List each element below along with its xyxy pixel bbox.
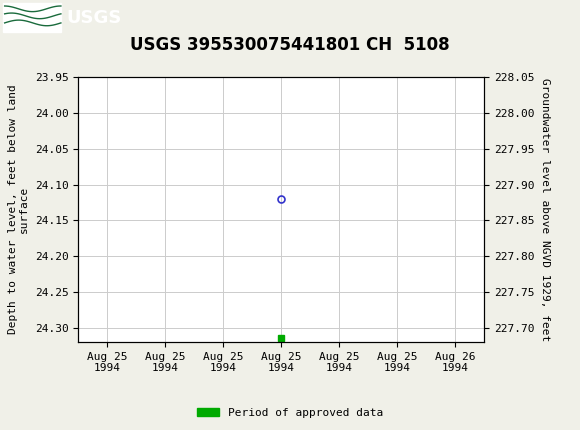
Text: USGS 395530075441801 CH  5108: USGS 395530075441801 CH 5108: [130, 36, 450, 54]
Y-axis label: Groundwater level above NGVD 1929, feet: Groundwater level above NGVD 1929, feet: [540, 78, 550, 341]
Bar: [3, 3, 61, 32]
Legend: Period of approved data: Period of approved data: [193, 403, 387, 422]
Y-axis label: Depth to water level, feet below land
surface: Depth to water level, feet below land su…: [8, 85, 29, 335]
Text: USGS: USGS: [67, 9, 122, 27]
